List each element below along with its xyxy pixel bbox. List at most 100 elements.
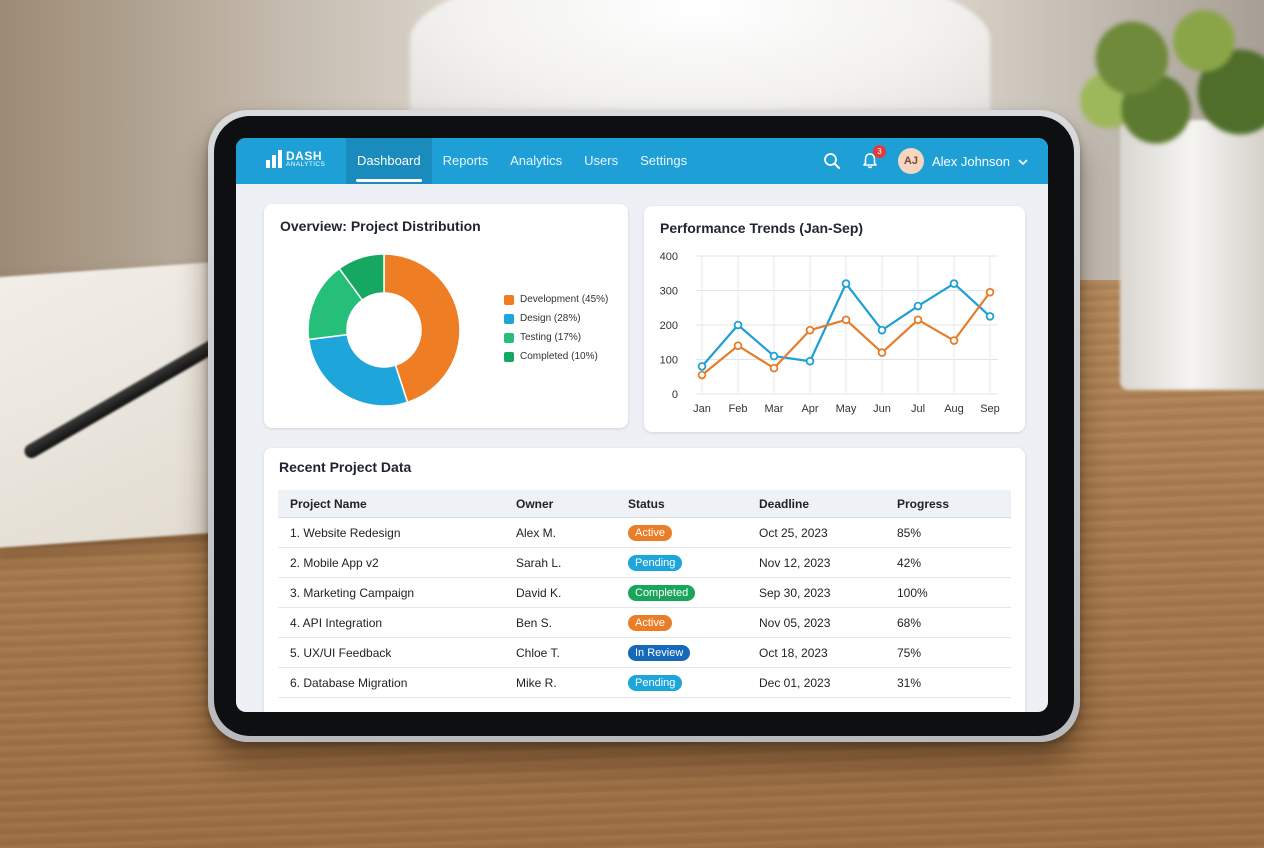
legend-swatch bbox=[504, 294, 514, 305]
cell-status: Completed bbox=[628, 584, 759, 601]
legend-swatch bbox=[504, 351, 514, 362]
header-progress[interactable]: Progress bbox=[897, 496, 950, 511]
header-project-name[interactable]: Project Name bbox=[290, 496, 367, 511]
y-tick-label: 100 bbox=[660, 355, 678, 367]
cell-project-name: 2. Mobile App v2 bbox=[290, 555, 379, 570]
donut-slice-design[interactable] bbox=[308, 333, 409, 407]
plant-pot bbox=[1120, 120, 1264, 390]
x-tick-label: Mar bbox=[765, 403, 784, 415]
performance-trends-card: Performance Trends (Jan-Sep) 400 300 200 10… bbox=[644, 206, 1025, 432]
table-row[interactable]: 3. Marketing Campaign David K. Completed Se… bbox=[278, 578, 1011, 608]
header-deadline[interactable]: Deadline bbox=[759, 496, 810, 511]
table-row[interactable]: 1. Website Redesign Alex M. Active Oct 25, … bbox=[278, 518, 1011, 548]
bell-icon[interactable]: 3 bbox=[860, 145, 886, 171]
cell-status: Active bbox=[628, 614, 759, 631]
cell-status: Active bbox=[628, 524, 759, 541]
nav-right-controls: 3 AJ Alex Johnson bbox=[822, 138, 1028, 184]
status-badge: Completed bbox=[628, 584, 696, 601]
status-badge: Pending bbox=[628, 674, 683, 691]
search-icon[interactable] bbox=[822, 151, 842, 171]
series-1-point[interactable] bbox=[985, 312, 995, 321]
cell-deadline: Oct 18, 2023 bbox=[759, 645, 828, 660]
legend-item-completed: Completed (10%) bbox=[504, 351, 608, 362]
table-row[interactable]: 2. Mobile App v2 Sarah L. Pending Nov 12, 2… bbox=[278, 548, 1011, 578]
tab-reports[interactable]: Reports bbox=[442, 153, 489, 168]
x-tick-label: Feb bbox=[729, 403, 748, 415]
cell-deadline: Oct 25, 2023 bbox=[759, 525, 828, 540]
table-row[interactable]: 6. Database Migration Mike R. Pending Dec 0… bbox=[278, 668, 1011, 698]
legend-label: Completed (10%) bbox=[520, 351, 598, 362]
legend-label: Design (28%) bbox=[520, 313, 581, 324]
series-1-point[interactable] bbox=[913, 301, 923, 311]
tab-settings[interactable]: Settings bbox=[640, 153, 688, 168]
tab-users[interactable]: Users bbox=[584, 153, 619, 168]
background-lamp bbox=[410, 0, 990, 120]
series-1-point[interactable] bbox=[877, 325, 887, 335]
projects-table: Project Name Owner Status Deadline Progr… bbox=[278, 490, 1011, 698]
series-1-point[interactable] bbox=[697, 362, 707, 371]
x-tick-label: Jul bbox=[911, 403, 925, 415]
cell-owner: Chloe T. bbox=[516, 645, 560, 660]
tablet-screen: DASH ANALYTICS Dashboard Reports Analyti… bbox=[236, 138, 1048, 712]
tab-analytics[interactable]: Analytics bbox=[510, 153, 563, 168]
series-2-point[interactable] bbox=[985, 287, 995, 297]
performance-trends-title: Performance Trends (Jan-Sep) bbox=[660, 220, 864, 236]
donut-slice-development[interactable] bbox=[383, 253, 461, 404]
donut-legend: Development (45%) Design (28%) Testing (… bbox=[504, 294, 608, 370]
table-header-row: Project Name Owner Status Deadline Progr… bbox=[278, 490, 1011, 518]
header-owner[interactable]: Owner bbox=[516, 496, 554, 511]
legend-swatch bbox=[504, 332, 514, 343]
cell-deadline: Sep 30, 2023 bbox=[759, 585, 831, 600]
legend-label: Development (45%) bbox=[520, 294, 609, 305]
cell-status: In Review bbox=[628, 644, 759, 661]
series-2-point[interactable] bbox=[733, 341, 743, 350]
nav-tabs: Dashboard Reports Analytics Users Settin… bbox=[346, 138, 698, 184]
cell-owner: Sarah L. bbox=[516, 555, 562, 570]
donut-slice-completed[interactable] bbox=[338, 253, 385, 302]
app-logo[interactable]: DASH ANALYTICS bbox=[266, 148, 325, 168]
series-2-point[interactable] bbox=[913, 315, 923, 325]
user-menu[interactable]: AJ Alex Johnson bbox=[897, 148, 1028, 174]
table-row[interactable]: 5. UX/UI Feedback Chloe T. In Review Oct 18… bbox=[278, 638, 1011, 668]
cell-progress: 68% bbox=[897, 615, 922, 630]
user-name: Alex Johnson bbox=[931, 153, 1010, 169]
x-tick-label: May bbox=[836, 403, 857, 415]
logo-line1: DASH bbox=[286, 148, 323, 163]
series-2-point[interactable] bbox=[841, 315, 851, 325]
recent-projects-title: Recent Project Data bbox=[279, 459, 412, 475]
legend-item-design: Design (28%) bbox=[504, 313, 608, 324]
series-1-point[interactable] bbox=[733, 320, 743, 330]
status-badge: Active bbox=[628, 614, 672, 631]
series-2-point[interactable] bbox=[805, 325, 815, 335]
series-2-point[interactable] bbox=[697, 370, 707, 380]
series-2-point[interactable] bbox=[949, 336, 959, 345]
cell-owner: Ben S. bbox=[516, 615, 553, 630]
cell-progress: 75% bbox=[897, 645, 922, 660]
cell-status: Pending bbox=[628, 674, 759, 691]
table-row[interactable]: 4. API Integration Ben S. Active Nov 05, 20… bbox=[278, 608, 1011, 638]
x-tick-label: Sep bbox=[980, 403, 1000, 415]
status-badge: Pending bbox=[628, 554, 683, 571]
series-1-point[interactable] bbox=[841, 279, 851, 288]
plant-leaves bbox=[1060, 0, 1264, 160]
series-1-point[interactable] bbox=[949, 279, 959, 288]
project-distribution-title: Overview: Project Distribution bbox=[280, 218, 481, 234]
status-badge: Active bbox=[628, 524, 672, 541]
status-badge: In Review bbox=[628, 644, 691, 661]
y-tick-label: 400 bbox=[660, 251, 678, 263]
line-chart: 400 300 200 100 0 Jan Feb Mar Apr May Jun Jul Aug Sep bbox=[660, 251, 1000, 415]
cell-project-name: 1. Website Redesign bbox=[290, 525, 401, 540]
cell-project-name: 3. Marketing Campaign bbox=[290, 585, 415, 600]
recent-projects-card: Recent Project Data Project Name Owner S… bbox=[264, 448, 1025, 712]
tab-dashboard[interactable]: Dashboard bbox=[346, 138, 432, 184]
cell-status: Pending bbox=[628, 554, 759, 571]
header-status[interactable]: Status bbox=[628, 496, 665, 511]
top-navbar: DASH ANALYTICS Dashboard Reports Analyti… bbox=[236, 138, 1048, 184]
donut-chart bbox=[308, 253, 461, 407]
series-2-point[interactable] bbox=[877, 348, 887, 357]
cell-progress: 42% bbox=[897, 555, 922, 570]
y-tick-label: 200 bbox=[660, 320, 678, 332]
series-1-point[interactable] bbox=[769, 351, 779, 361]
series-1-point[interactable] bbox=[805, 356, 815, 366]
series-2-point[interactable] bbox=[769, 363, 779, 373]
